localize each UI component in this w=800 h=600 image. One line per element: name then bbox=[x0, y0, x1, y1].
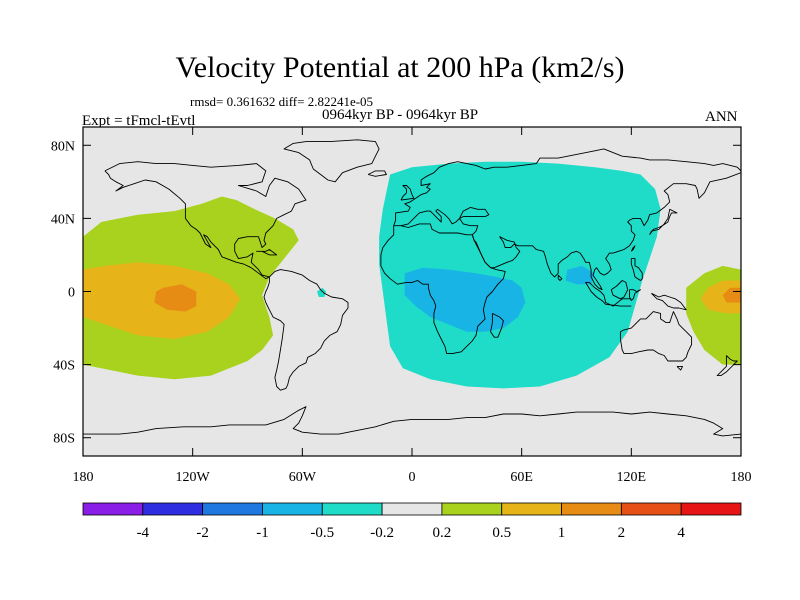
coastline-12 bbox=[649, 208, 678, 236]
contour-region-amazon-negative-0.2 bbox=[317, 287, 327, 297]
coastline-6 bbox=[610, 280, 629, 300]
coastline-16 bbox=[557, 274, 563, 281]
colorbar-swatch-2 bbox=[202, 502, 263, 516]
coastline-7 bbox=[629, 289, 641, 302]
y-tick-label: 0 bbox=[68, 286, 75, 301]
colorbar-label: -0.5 bbox=[310, 525, 334, 541]
colorbar-swatch-5 bbox=[381, 502, 443, 516]
x-tick-label: 60W bbox=[289, 470, 317, 485]
chart-title: Velocity Potential at 200 hPa (km2/s) bbox=[175, 51, 625, 84]
y-tick-label: 40N bbox=[51, 212, 75, 227]
colorbar-swatch-4 bbox=[321, 502, 383, 516]
colorbar-label: -4 bbox=[137, 525, 150, 541]
experiment-label: Expt = tFmcl-tEvtl bbox=[82, 113, 196, 129]
y-tick-label: 80S bbox=[53, 432, 75, 447]
colorbar-label: 4 bbox=[677, 525, 685, 541]
coastline-5 bbox=[585, 281, 632, 307]
coastline-2 bbox=[380, 223, 506, 355]
colorbar-label: 0.5 bbox=[492, 525, 511, 541]
contour-region-india-negative-0.5 bbox=[565, 265, 595, 285]
coastline-13 bbox=[630, 245, 636, 252]
coastline-14 bbox=[630, 258, 643, 281]
coastline-4 bbox=[400, 172, 741, 291]
colorbar-swatch-8 bbox=[561, 502, 622, 516]
colorbar-swatch-6 bbox=[441, 502, 503, 516]
colorbar-label: -1 bbox=[256, 525, 269, 541]
contour-region-afro-asian-negative-0.2 bbox=[379, 161, 661, 389]
coastline-17 bbox=[400, 185, 415, 201]
x-tick-label: 120W bbox=[176, 470, 211, 485]
colorbar-swatch-10 bbox=[680, 502, 742, 516]
contour-region-pacific-positive-1 bbox=[154, 284, 197, 312]
contour-region-afro-asian-negative-0.5 bbox=[404, 267, 526, 332]
x-tick-label: 180 bbox=[73, 470, 94, 485]
y-tick-label: 80N bbox=[51, 139, 75, 154]
colorbar-label: -0.2 bbox=[370, 525, 394, 541]
coastline-3 bbox=[393, 148, 741, 226]
colorbar-label: 2 bbox=[618, 525, 626, 541]
coastline-10 bbox=[676, 365, 683, 371]
x-tick-label: 180 bbox=[731, 470, 752, 485]
coastline-1 bbox=[263, 269, 349, 391]
y-tick-label: 40S bbox=[53, 359, 75, 374]
coastline-11 bbox=[716, 355, 738, 377]
coastline-21 bbox=[83, 406, 741, 437]
colorbar-label: -2 bbox=[196, 525, 209, 541]
x-tick-label: 120E bbox=[617, 470, 647, 485]
coastline-0 bbox=[104, 161, 307, 280]
x-tick-label: 0 bbox=[409, 470, 416, 485]
stats-label: rmsd= 0.361632 diff= 2.82241e-05 bbox=[190, 94, 374, 109]
coastline-19 bbox=[256, 249, 278, 256]
map-layer bbox=[83, 139, 741, 437]
season-label: ANN bbox=[705, 109, 738, 125]
colorbar-swatch-3 bbox=[262, 502, 323, 516]
colorbar-label: 0.2 bbox=[433, 525, 452, 541]
colorbar-swatch-1 bbox=[142, 502, 204, 516]
colorbar-swatch-7 bbox=[501, 502, 562, 516]
x-tick-label: 60E bbox=[510, 470, 533, 485]
period-label: 0964kyr BP - 0964kyr BP bbox=[322, 107, 479, 123]
coastline-15 bbox=[490, 312, 504, 338]
coastline-9 bbox=[619, 311, 693, 362]
coastline-8 bbox=[651, 292, 687, 311]
colorbar-swatch-9 bbox=[620, 502, 682, 516]
colorbar-swatch-0 bbox=[82, 502, 144, 516]
coastline-20 bbox=[283, 139, 380, 183]
colorbar-label: 1 bbox=[558, 525, 566, 541]
coastline-18 bbox=[367, 170, 387, 177]
